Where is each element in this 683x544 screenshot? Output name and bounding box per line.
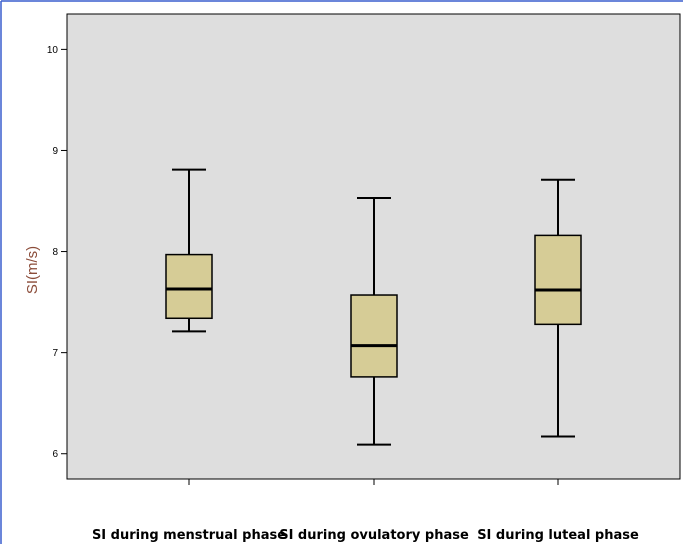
y-tick-label: 7 <box>52 348 58 359</box>
box-1 <box>165 168 213 485</box>
y-ticks: 6 7 8 9 10 <box>47 45 67 460</box>
y-tick-label: 6 <box>52 449 58 460</box>
iqr-box <box>534 234 582 326</box>
y-axis-label: SI(m/s) <box>24 246 41 294</box>
iqr-box <box>350 294 398 378</box>
box-2 <box>350 196 398 485</box>
box-series <box>165 168 582 485</box>
x-category-label: SI during menstrual phase <box>92 528 286 543</box>
box-3 <box>534 178 582 485</box>
y-tick-label: 10 <box>47 45 59 56</box>
x-category-label: SI during ovulatory phase <box>279 528 469 543</box>
y-tick-label: 8 <box>52 247 58 258</box>
x-category-label: SI during luteal phase <box>477 528 639 543</box>
iqr-box <box>165 253 213 320</box>
y-tick-label: 9 <box>52 146 58 157</box>
